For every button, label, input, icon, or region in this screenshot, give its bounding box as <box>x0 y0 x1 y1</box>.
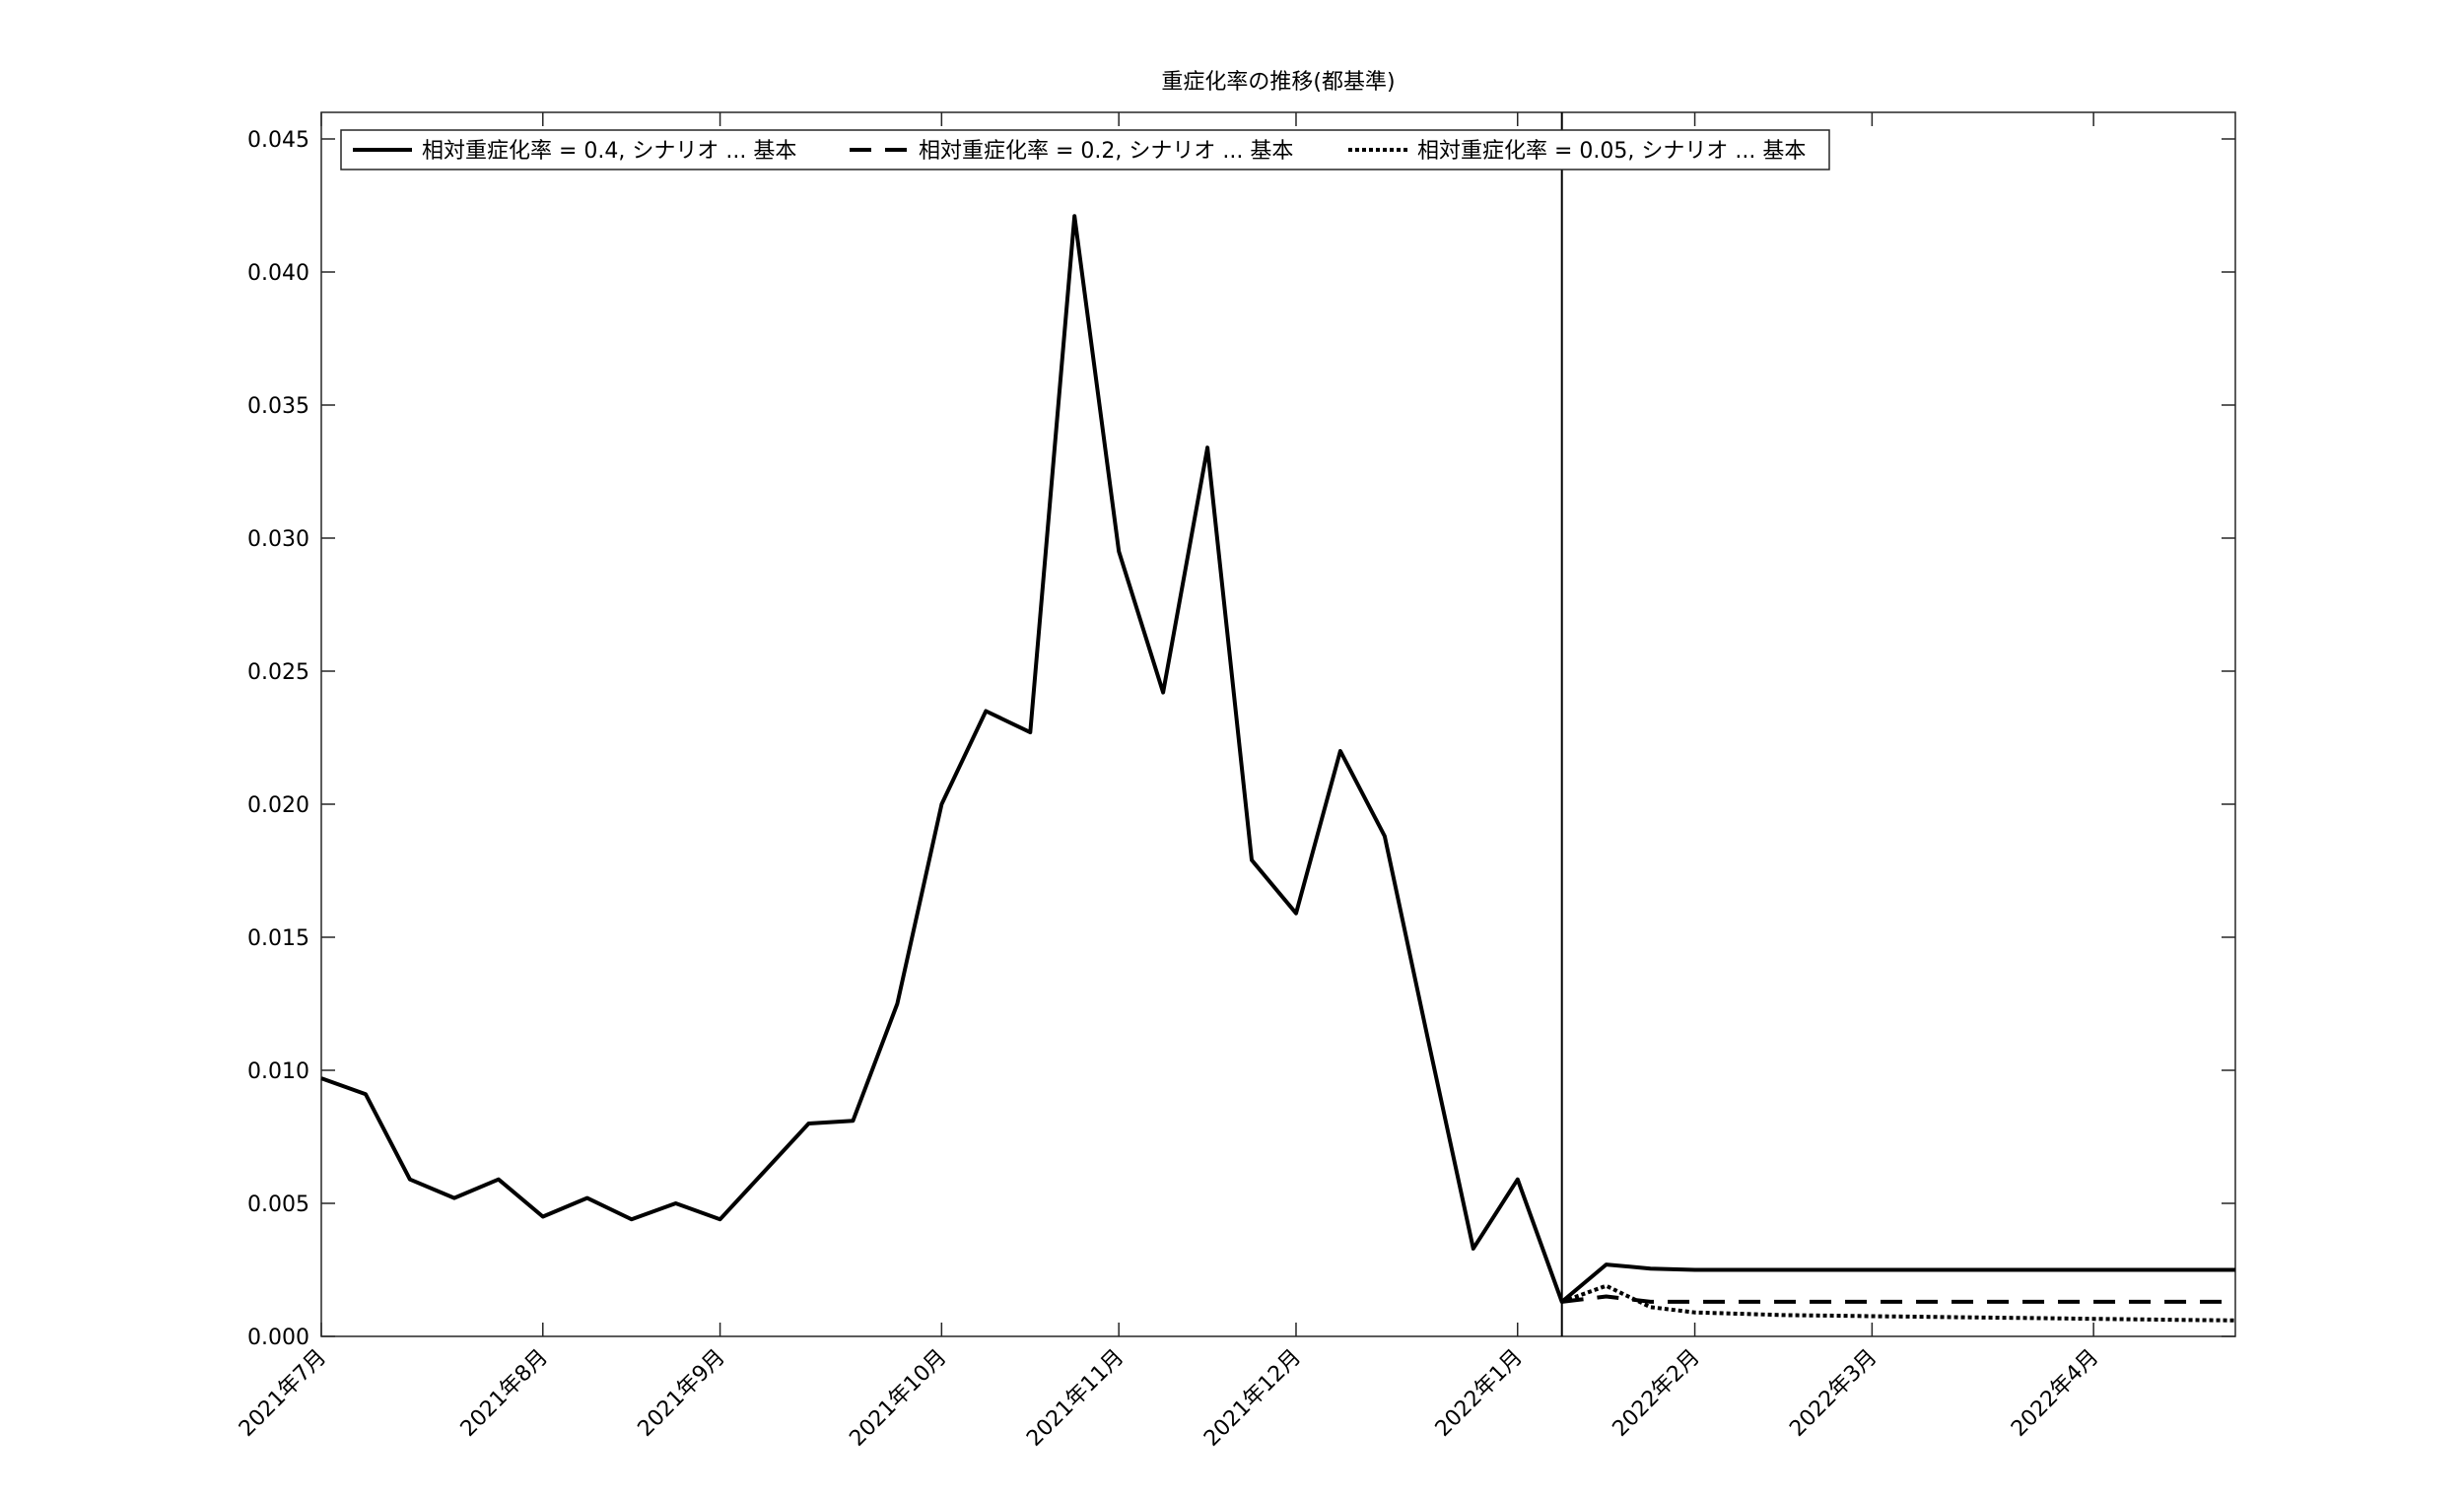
legend-box <box>340 129 1830 170</box>
x-tick-label: 2021年11月 <box>1022 1345 1129 1452</box>
chart-title: 重症化率の推移(都基準) <box>1161 70 1395 95</box>
x-tick-label: 2021年12月 <box>1199 1345 1306 1452</box>
y-tick-label: 0.040 <box>247 261 309 286</box>
series-group <box>320 214 2236 1323</box>
series-line-1 <box>320 214 2235 1304</box>
series-line-2 <box>1561 1294 2235 1304</box>
y-tick-label: 0.045 <box>247 128 309 153</box>
x-tick-label: 2022年4月 <box>2007 1345 2103 1442</box>
y-tick-label: 0.005 <box>247 1192 309 1217</box>
plot-frame <box>320 111 2236 1337</box>
y-tick-label: 0.015 <box>247 926 309 951</box>
y-tick-label: 0.000 <box>247 1326 309 1350</box>
x-tick-label: 2021年7月 <box>235 1345 331 1442</box>
x-axis: 2021年7月 2021年8月 2021年9月 2021年10月 2021年11月 202… <box>235 112 2103 1452</box>
legend-label-2: 相対重症化率 = 0.2, シナリオ ... 基本 <box>919 139 1293 164</box>
x-tick-label: 2021年10月 <box>845 1345 951 1452</box>
y-tick-label: 0.035 <box>247 394 309 419</box>
y-tick-label: 0.010 <box>247 1059 309 1084</box>
x-tick-label: 2022年3月 <box>1785 1345 1882 1442</box>
x-tick-label: 2022年2月 <box>1608 1345 1705 1442</box>
y-tick-label: 0.030 <box>247 527 309 552</box>
legend: 相対重症化率 = 0.4, シナリオ ... 基本 相対重症化率 = 0.2, シ… <box>340 129 1830 170</box>
x-tick-label: 2021年8月 <box>456 1345 553 1442</box>
y-tick-label: 0.025 <box>247 660 309 685</box>
y-tick-label: 0.020 <box>247 793 309 818</box>
x-tick-label: 2021年9月 <box>634 1345 730 1442</box>
y-axis: 0.000 0.005 0.010 0.015 0.020 0.025 0.030 0.035… <box>247 128 2235 1350</box>
legend-label-3: 相対重症化率 = 0.05, シナリオ ... 基本 <box>1417 139 1806 164</box>
series-line-3 <box>1561 1283 2236 1323</box>
x-tick-label: 2022年1月 <box>1431 1345 1528 1442</box>
legend-label-1: 相対重症化率 = 0.4, シナリオ ... 基本 <box>422 139 796 164</box>
